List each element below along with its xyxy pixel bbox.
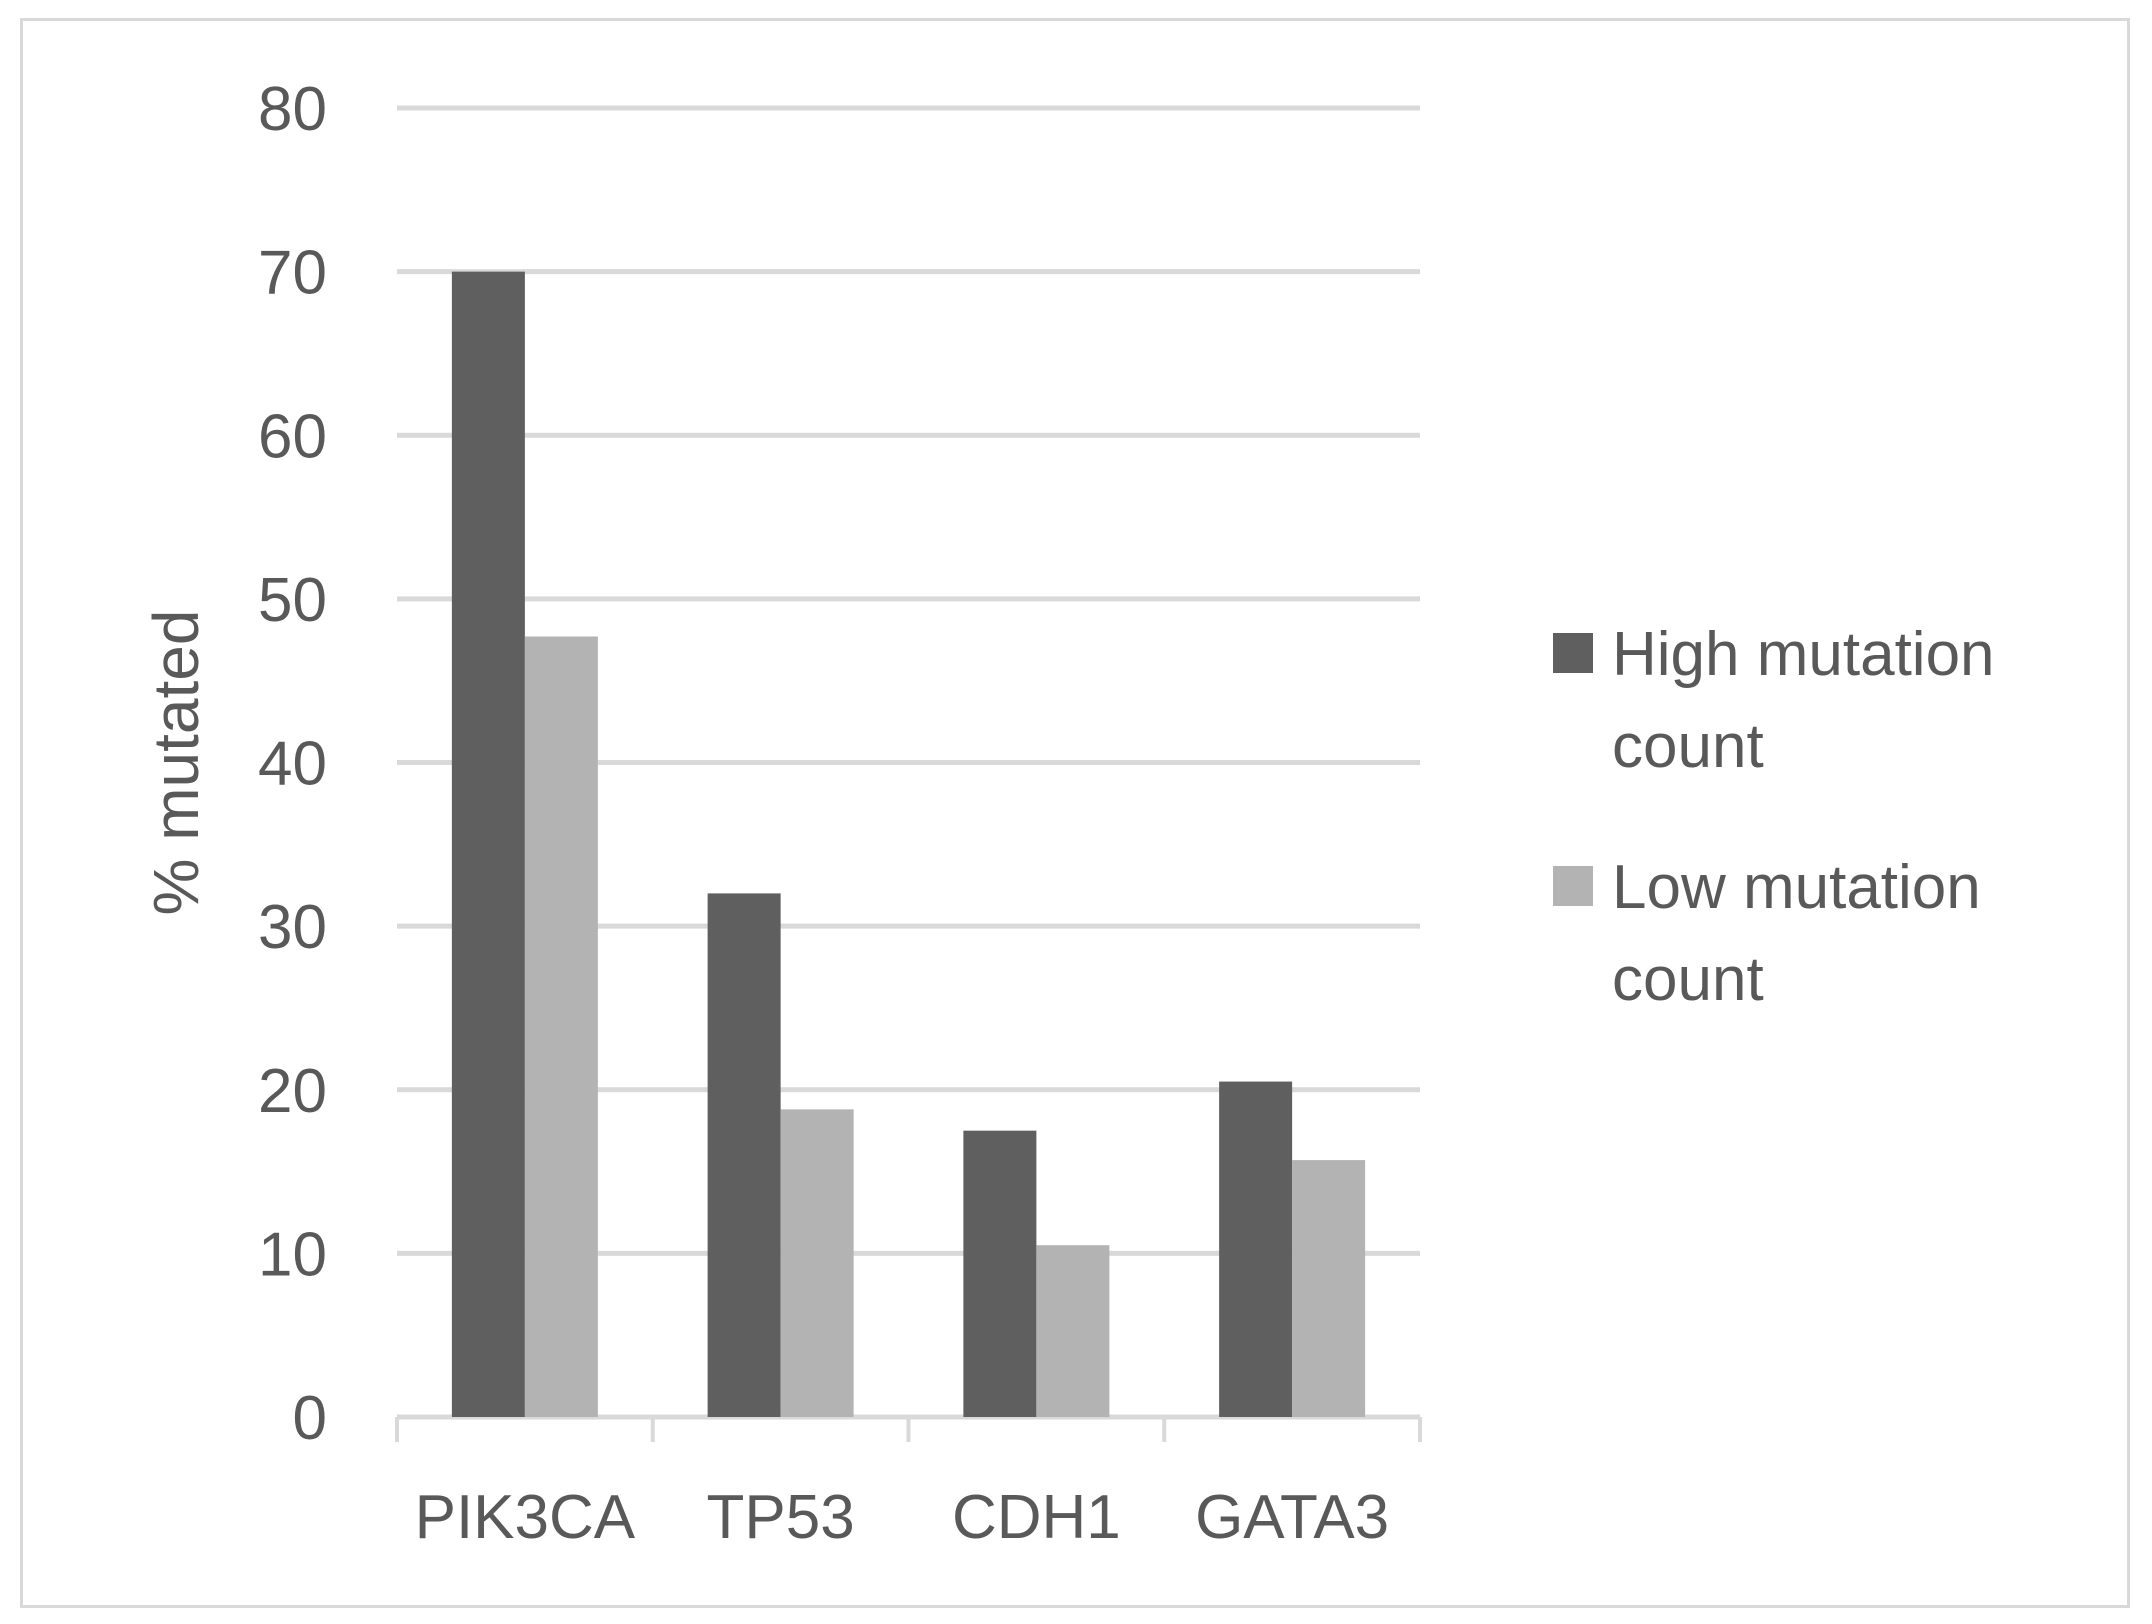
legend-label: High mutation	[1612, 620, 1995, 689]
legend-swatch	[1553, 866, 1593, 906]
y-tick-label: 20	[258, 1057, 327, 1126]
y-axis-title: % mutated	[140, 610, 212, 916]
y-tick-label: 70	[258, 239, 327, 308]
bar	[524, 636, 598, 1417]
bar	[963, 1130, 1037, 1417]
legend-swatch	[1553, 633, 1593, 673]
y-tick-label: 50	[258, 566, 327, 635]
y-tick-label: 40	[258, 730, 327, 799]
x-category-label: GATA3	[1195, 1483, 1389, 1552]
x-category-label: CDH1	[952, 1483, 1121, 1552]
bar	[451, 271, 525, 1417]
legend-label: count	[1612, 712, 1764, 781]
bar	[1036, 1245, 1110, 1417]
bar	[1292, 1160, 1366, 1417]
legend-label: Low mutation	[1612, 853, 1981, 922]
legend-label: count	[1612, 945, 1764, 1014]
bar	[1219, 1081, 1293, 1417]
y-tick-label: 30	[258, 893, 327, 962]
y-tick-label: 80	[258, 75, 327, 144]
y-tick-label: 10	[258, 1220, 327, 1289]
bar	[707, 893, 781, 1417]
x-category-label: PIK3CA	[415, 1483, 636, 1552]
y-tick-label: 0	[293, 1384, 327, 1453]
x-category-label: TP53	[707, 1483, 855, 1552]
bar	[780, 1109, 854, 1417]
y-tick-label: 60	[258, 402, 327, 471]
